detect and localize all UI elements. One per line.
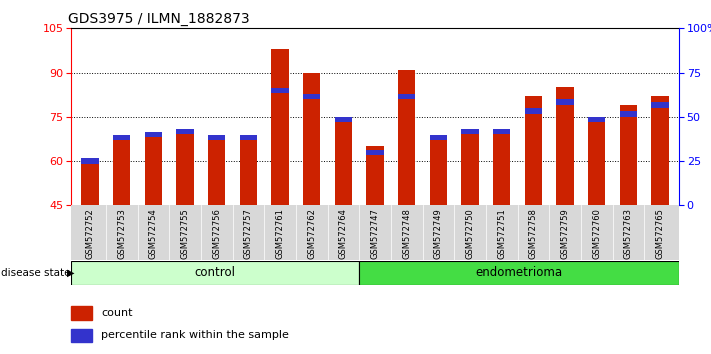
Text: disease state: disease state bbox=[1, 268, 70, 278]
Bar bbox=[493, 132, 510, 205]
Bar bbox=[620, 105, 637, 205]
Text: GSM572758: GSM572758 bbox=[529, 208, 538, 259]
Text: GSM572753: GSM572753 bbox=[117, 208, 127, 259]
Bar bbox=[272, 49, 289, 205]
Bar bbox=[303, 93, 321, 99]
Bar bbox=[335, 117, 352, 122]
Bar bbox=[208, 137, 225, 205]
Bar bbox=[556, 99, 574, 105]
Text: percentile rank within the sample: percentile rank within the sample bbox=[101, 330, 289, 341]
Bar bbox=[588, 120, 605, 205]
Bar bbox=[525, 108, 542, 114]
Text: control: control bbox=[195, 267, 235, 279]
Text: GSM572750: GSM572750 bbox=[466, 208, 474, 259]
Bar bbox=[556, 87, 574, 205]
Text: GSM572751: GSM572751 bbox=[497, 208, 506, 259]
Bar bbox=[81, 161, 99, 205]
Bar bbox=[208, 135, 225, 140]
Bar bbox=[398, 93, 415, 99]
Bar bbox=[461, 129, 479, 134]
Bar bbox=[493, 129, 510, 134]
Bar bbox=[429, 137, 447, 205]
Bar bbox=[145, 132, 162, 137]
Text: count: count bbox=[101, 308, 133, 318]
Bar bbox=[176, 132, 194, 205]
Bar bbox=[335, 120, 352, 205]
Text: GSM572754: GSM572754 bbox=[149, 208, 158, 259]
Text: GSM572759: GSM572759 bbox=[560, 208, 570, 259]
Bar bbox=[461, 132, 479, 205]
Bar bbox=[651, 96, 669, 205]
Text: GSM572763: GSM572763 bbox=[624, 208, 633, 259]
Bar bbox=[71, 329, 92, 342]
Bar bbox=[303, 73, 321, 205]
Bar bbox=[398, 70, 415, 205]
Text: GSM572748: GSM572748 bbox=[402, 208, 411, 259]
Text: GSM572747: GSM572747 bbox=[370, 208, 380, 259]
Bar bbox=[113, 135, 130, 140]
Bar bbox=[359, 261, 679, 285]
Text: GDS3975 / ILMN_1882873: GDS3975 / ILMN_1882873 bbox=[68, 12, 250, 26]
Text: ▶: ▶ bbox=[67, 268, 75, 278]
Text: GSM572765: GSM572765 bbox=[656, 208, 665, 259]
Text: GSM572760: GSM572760 bbox=[592, 208, 602, 259]
Text: GSM572764: GSM572764 bbox=[339, 208, 348, 259]
Text: GSM572755: GSM572755 bbox=[181, 208, 190, 259]
Text: endometrioma: endometrioma bbox=[476, 267, 562, 279]
Text: GSM572752: GSM572752 bbox=[85, 208, 95, 259]
Text: GSM572749: GSM572749 bbox=[434, 208, 443, 259]
Bar bbox=[272, 88, 289, 93]
Bar bbox=[525, 96, 542, 205]
Bar bbox=[71, 261, 359, 285]
Bar bbox=[71, 307, 92, 320]
Bar bbox=[588, 117, 605, 122]
Bar bbox=[113, 137, 130, 205]
Bar bbox=[429, 135, 447, 140]
Bar bbox=[651, 102, 669, 108]
Bar bbox=[240, 137, 257, 205]
Bar bbox=[620, 111, 637, 116]
Text: GSM572757: GSM572757 bbox=[244, 208, 253, 259]
Bar bbox=[240, 135, 257, 140]
Bar bbox=[145, 137, 162, 205]
Bar bbox=[366, 146, 384, 205]
Text: GSM572756: GSM572756 bbox=[213, 208, 221, 259]
Bar bbox=[366, 149, 384, 155]
Bar bbox=[81, 159, 99, 164]
Text: GSM572761: GSM572761 bbox=[276, 208, 284, 259]
Bar bbox=[176, 129, 194, 134]
Text: GSM572762: GSM572762 bbox=[307, 208, 316, 259]
